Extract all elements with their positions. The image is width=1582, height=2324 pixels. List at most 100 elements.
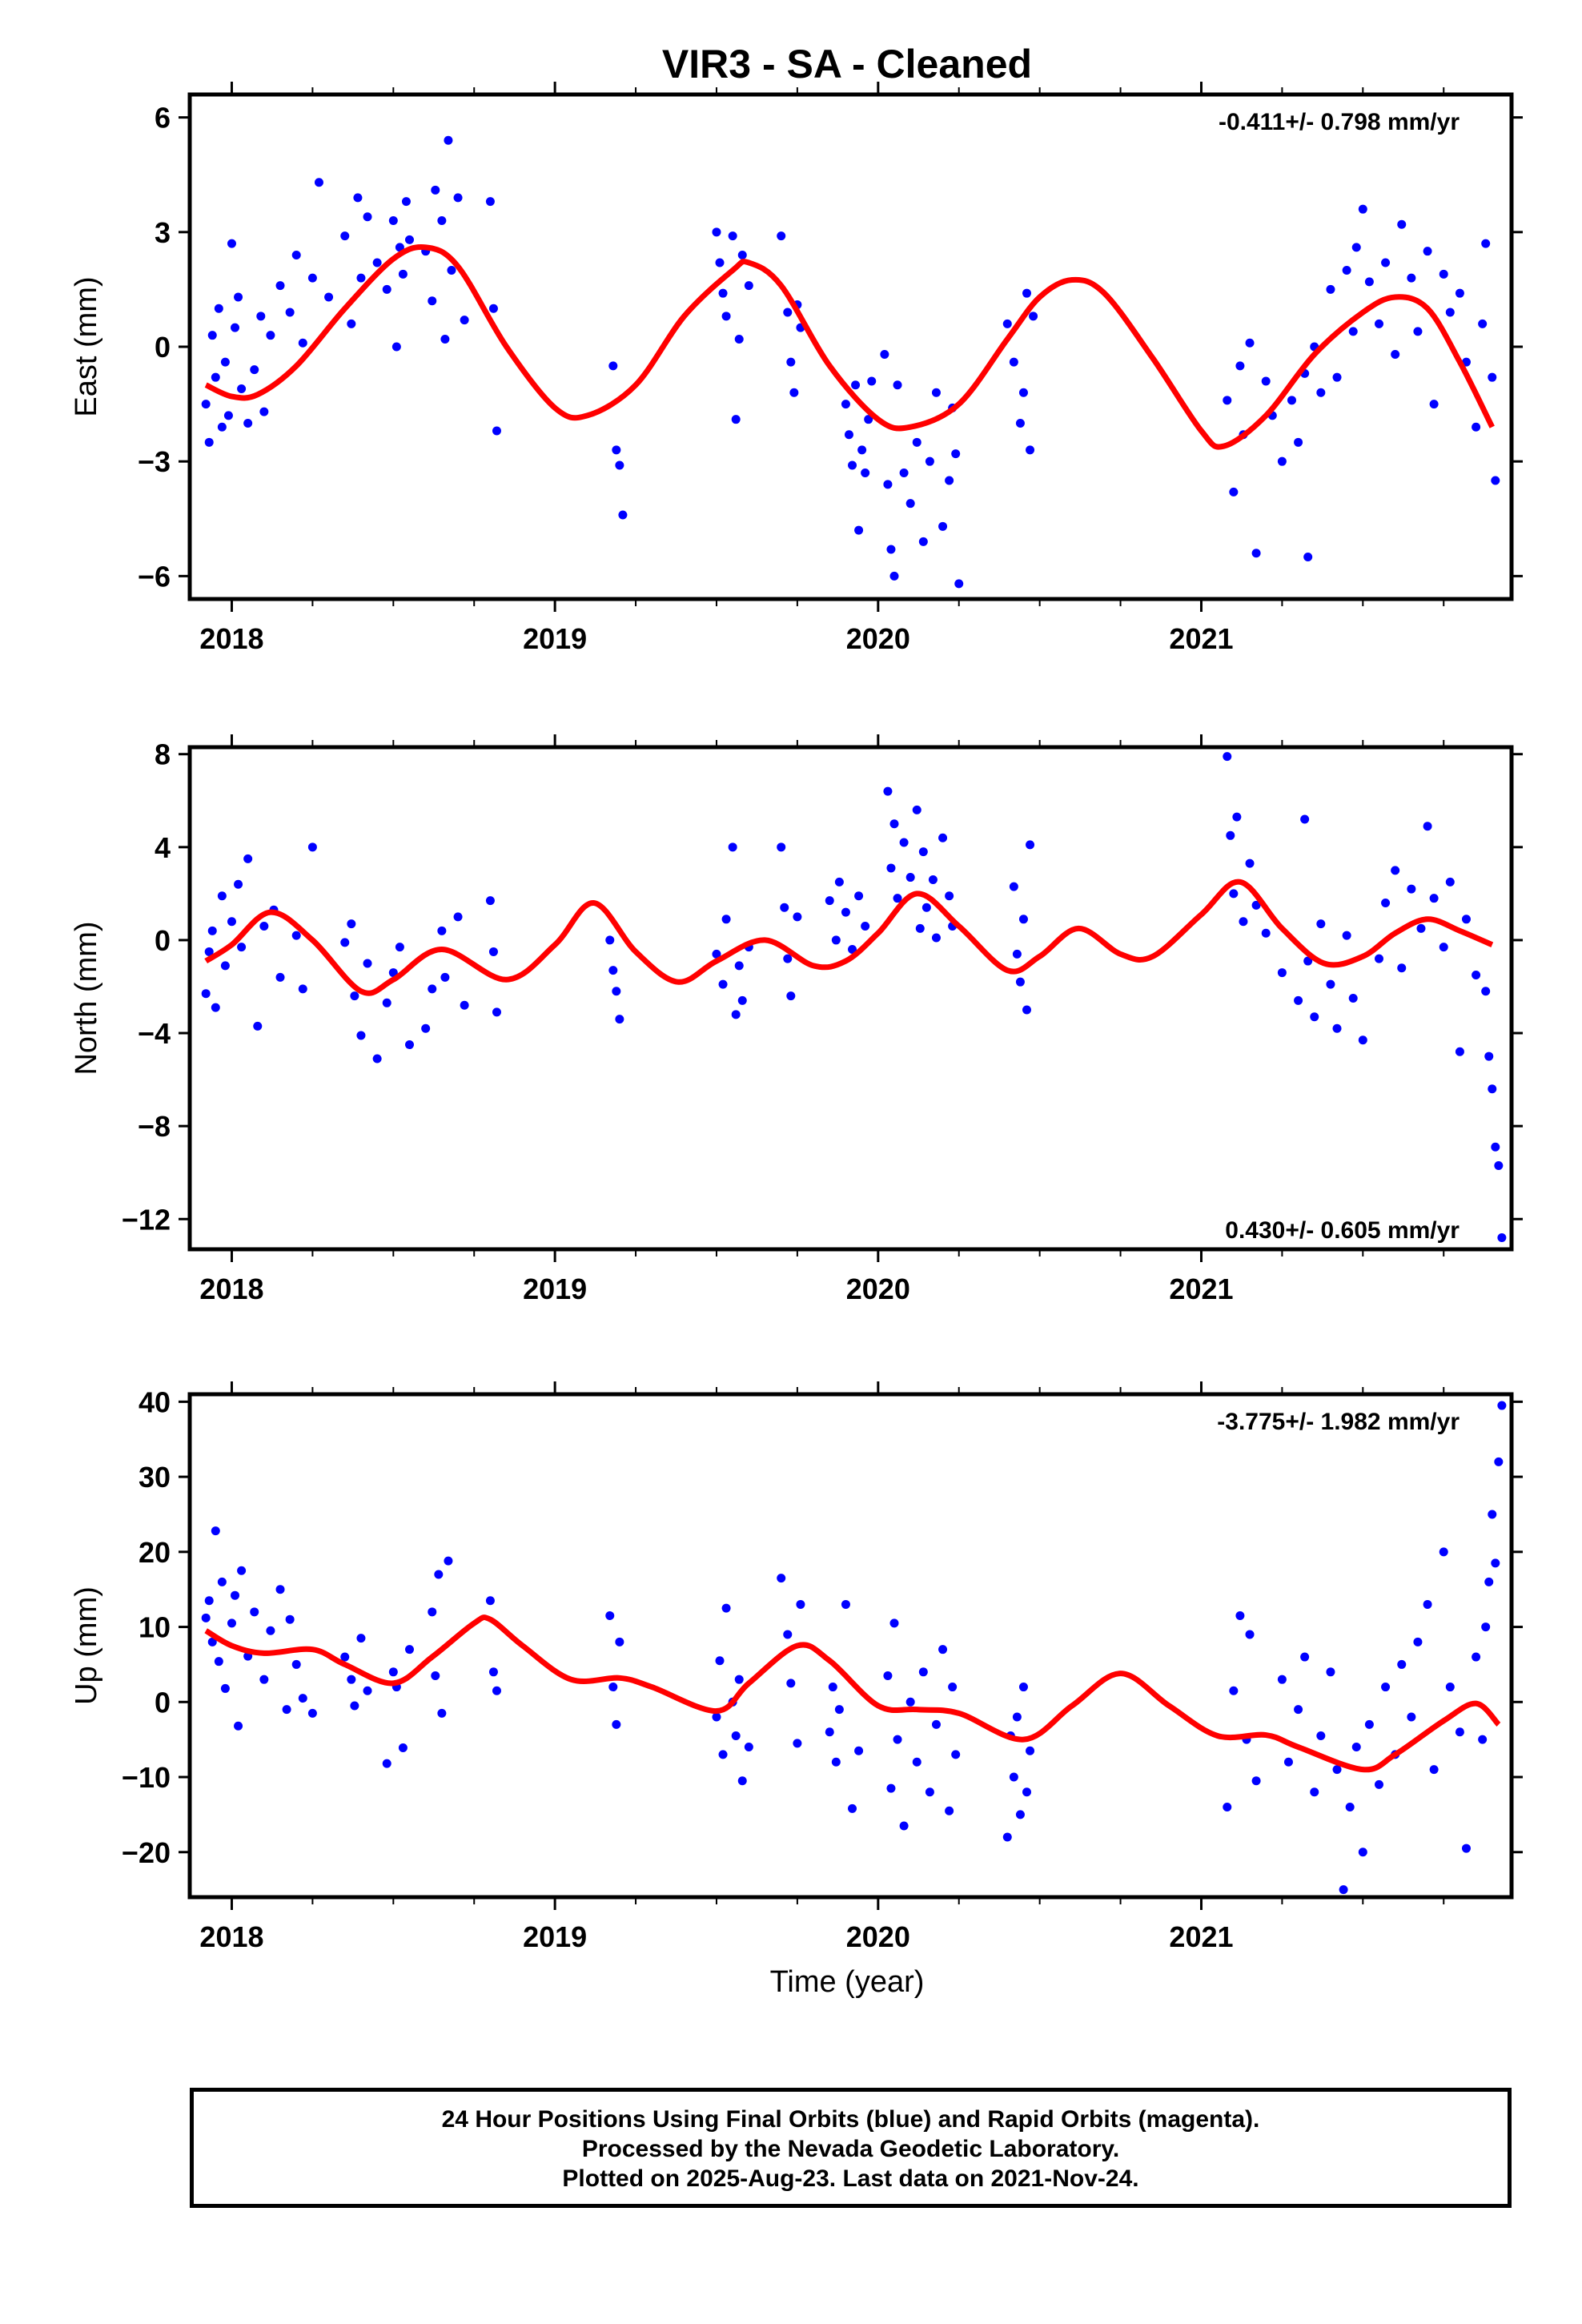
data-point: [737, 995, 747, 1005]
footer-line-3: Plotted on 2025-Aug-23. Last data on 202…: [562, 2165, 1139, 2192]
data-point: [1223, 752, 1232, 762]
data-point: [460, 1000, 469, 1010]
data-point: [398, 269, 408, 279]
data-point: [223, 411, 233, 420]
y-tick-label: 0: [155, 924, 171, 957]
data-point: [1261, 928, 1271, 938]
data-point: [1326, 284, 1335, 294]
data-point: [298, 1694, 307, 1703]
data-point: [401, 197, 411, 207]
data-point: [786, 1679, 796, 1688]
data-point: [1287, 396, 1297, 405]
data-point: [395, 943, 404, 952]
data-point: [1358, 1035, 1367, 1045]
data-point: [777, 231, 786, 241]
data-point: [861, 922, 870, 931]
data-point: [256, 312, 266, 321]
data-point: [220, 357, 230, 367]
data-point: [1009, 882, 1018, 891]
data-point: [211, 1003, 220, 1012]
up-panel: −20 −10 0 10 20 30 40 2018 2019 2020 2021 -3.775+/-…: [70, 1381, 1523, 1953]
data-point: [356, 1634, 366, 1643]
data-point: [1364, 1719, 1374, 1729]
data-point: [912, 437, 921, 447]
data-point: [1294, 437, 1303, 447]
data-point: [1423, 247, 1432, 256]
data-point: [951, 1750, 961, 1759]
data-point: [204, 437, 214, 447]
data-point: [1239, 917, 1248, 927]
data-point: [1348, 994, 1358, 1003]
data-point: [391, 342, 401, 352]
data-point: [1226, 830, 1235, 840]
data-point: [1026, 445, 1035, 455]
data-point: [1439, 943, 1448, 952]
data-point: [777, 1574, 786, 1583]
y-tick-label: 30: [139, 1461, 171, 1494]
data-point: [1018, 388, 1028, 397]
data-point: [220, 1683, 230, 1693]
data-point: [1235, 361, 1245, 371]
data-point: [1407, 273, 1416, 283]
data-point: [867, 376, 877, 386]
data-point: [712, 949, 721, 959]
data-point: [721, 312, 731, 321]
data-point: [1009, 357, 1018, 367]
data-point: [825, 896, 834, 906]
data-point: [1026, 840, 1035, 850]
data-point: [237, 943, 247, 952]
data-point: [737, 250, 747, 259]
data-point: [1381, 898, 1391, 907]
data-point: [848, 1803, 857, 1813]
data-point: [363, 959, 372, 968]
data-point: [1245, 338, 1255, 348]
data-point: [1478, 319, 1488, 328]
data-point: [1009, 1772, 1018, 1782]
data-point: [1339, 1885, 1348, 1895]
x-tick-label: 2018: [199, 622, 263, 655]
data-point: [1472, 1652, 1481, 1662]
data-point: [615, 1015, 624, 1024]
data-point: [786, 991, 796, 1001]
data-point: [905, 873, 915, 883]
data-point: [453, 193, 463, 203]
data-point: [220, 961, 230, 971]
data-point: [1488, 1510, 1497, 1519]
data-point: [1022, 1787, 1031, 1797]
data-point: [925, 1787, 934, 1797]
data-point: [945, 891, 954, 901]
y-tick-label: 0: [155, 1686, 171, 1719]
plot-frame: [187, 1392, 1514, 1900]
data-point: [291, 1659, 301, 1669]
data-point: [204, 1596, 214, 1606]
data-point: [1332, 372, 1342, 382]
data-point: [1002, 1832, 1012, 1842]
data-point: [721, 915, 731, 924]
data-point: [243, 418, 253, 428]
data-point: [201, 989, 211, 999]
data-point: [1455, 288, 1464, 298]
data-point: [217, 1577, 227, 1586]
data-point: [912, 1757, 921, 1767]
x-tick-label: 2019: [523, 622, 587, 655]
data-point: [1348, 327, 1358, 336]
data-point: [1277, 968, 1287, 978]
data-point: [388, 968, 398, 978]
data-point: [731, 415, 741, 424]
data-point: [275, 281, 285, 291]
data-point: [1494, 1457, 1504, 1466]
data-point: [428, 296, 437, 306]
data-point: [734, 1675, 744, 1684]
data-point: [437, 926, 447, 935]
data-point: [718, 288, 728, 298]
data-point: [1012, 949, 1022, 959]
data-point: [237, 1566, 247, 1575]
data-point: [886, 545, 896, 554]
data-point: [786, 357, 796, 367]
data-point: [1229, 1686, 1239, 1695]
data-point: [1332, 1023, 1342, 1033]
data-point: [227, 1618, 236, 1628]
data-point: [1397, 963, 1407, 973]
data-point: [291, 250, 301, 259]
data-point: [918, 847, 928, 857]
